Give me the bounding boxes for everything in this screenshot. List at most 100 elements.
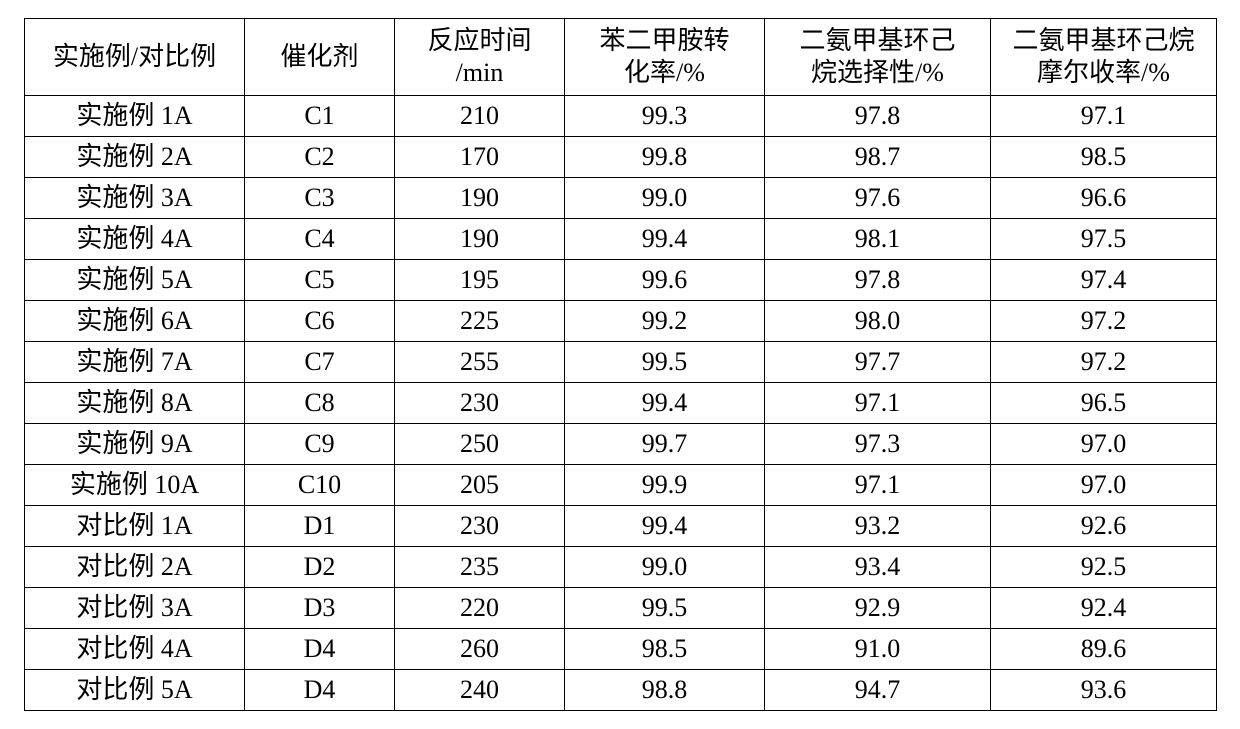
table-cell: 220: [395, 588, 565, 629]
table-cell: D4: [245, 629, 395, 670]
header-line2: /min: [401, 57, 558, 90]
table-cell: 97.3: [765, 424, 991, 465]
table-cell: 98.5: [565, 629, 765, 670]
table-row: 对比例 4AD426098.591.089.6: [25, 629, 1217, 670]
table-cell: 195: [395, 260, 565, 301]
table-row: 实施例 9AC925099.797.397.0: [25, 424, 1217, 465]
col-header-catalyst: 催化剂: [245, 19, 395, 96]
table-cell: 99.7: [565, 424, 765, 465]
table-cell: C1: [245, 96, 395, 137]
table-cell: 97.1: [765, 465, 991, 506]
table-cell: C10: [245, 465, 395, 506]
table-row: 实施例 5AC519599.697.897.4: [25, 260, 1217, 301]
table-cell: 对比例 5A: [25, 670, 245, 711]
table-cell: C9: [245, 424, 395, 465]
table-row: 实施例 6AC622599.298.097.2: [25, 301, 1217, 342]
table-cell: 实施例 6A: [25, 301, 245, 342]
table-cell: 实施例 3A: [25, 178, 245, 219]
table-cell: C7: [245, 342, 395, 383]
table-cell: 230: [395, 383, 565, 424]
col-header-yield: 二氨甲基环己烷 摩尔收率/%: [991, 19, 1217, 96]
header-line2: 烷选择性/%: [771, 57, 984, 90]
table-row: 对比例 3AD322099.592.992.4: [25, 588, 1217, 629]
table-cell: 实施例 5A: [25, 260, 245, 301]
table-cell: C2: [245, 137, 395, 178]
table-cell: 97.7: [765, 342, 991, 383]
table-cell: C6: [245, 301, 395, 342]
table-row: 实施例 3AC319099.097.696.6: [25, 178, 1217, 219]
table-cell: C5: [245, 260, 395, 301]
table-cell: 255: [395, 342, 565, 383]
header-line1: 反应时间: [401, 25, 558, 58]
table-cell: 99.5: [565, 588, 765, 629]
table-cell: 225: [395, 301, 565, 342]
header-line1: 实施例/对比例: [31, 41, 238, 74]
table-cell: 91.0: [765, 629, 991, 670]
table-cell: 实施例 1A: [25, 96, 245, 137]
table-cell: 99.3: [565, 96, 765, 137]
table-cell: 96.5: [991, 383, 1217, 424]
table-cell: 99.6: [565, 260, 765, 301]
table-cell: 93.2: [765, 506, 991, 547]
table-cell: 对比例 2A: [25, 547, 245, 588]
table-row: 实施例 10AC1020599.997.197.0: [25, 465, 1217, 506]
table-cell: 92.9: [765, 588, 991, 629]
table-cell: 实施例 4A: [25, 219, 245, 260]
table-cell: 98.1: [765, 219, 991, 260]
table-cell: 98.0: [765, 301, 991, 342]
table-cell: 97.1: [991, 96, 1217, 137]
table-cell: D3: [245, 588, 395, 629]
table-cell: 240: [395, 670, 565, 711]
table-cell: 99.5: [565, 342, 765, 383]
table-cell: 实施例 8A: [25, 383, 245, 424]
col-header-time: 反应时间 /min: [395, 19, 565, 96]
table-header: 实施例/对比例 催化剂 反应时间 /min 苯二甲胺转 化率/% 二氨甲基环己: [25, 19, 1217, 96]
table-cell: 97.8: [765, 96, 991, 137]
table-cell: 99.2: [565, 301, 765, 342]
table-cell: 99.4: [565, 219, 765, 260]
table-cell: 97.5: [991, 219, 1217, 260]
table-cell: 93.4: [765, 547, 991, 588]
table-cell: 92.6: [991, 506, 1217, 547]
table-cell: 260: [395, 629, 565, 670]
table-cell: 实施例 2A: [25, 137, 245, 178]
header-line1: 二氨甲基环己: [771, 25, 984, 58]
header-line2: 化率/%: [571, 57, 758, 90]
header-line2: 摩尔收率/%: [997, 57, 1210, 90]
header-line1: 催化剂: [251, 41, 388, 74]
table-cell: 230: [395, 506, 565, 547]
table-row: 实施例 2AC217099.898.798.5: [25, 137, 1217, 178]
table-cell: 99.9: [565, 465, 765, 506]
table-cell: 205: [395, 465, 565, 506]
table-cell: 97.2: [991, 342, 1217, 383]
table-cell: 99.0: [565, 547, 765, 588]
table-row: 对比例 2AD223599.093.492.5: [25, 547, 1217, 588]
table-cell: 实施例 9A: [25, 424, 245, 465]
table-cell: D2: [245, 547, 395, 588]
table-body: 实施例 1AC121099.397.897.1实施例 2AC217099.898…: [25, 96, 1217, 711]
table-cell: 97.4: [991, 260, 1217, 301]
table-cell: 对比例 4A: [25, 629, 245, 670]
table-row: 对比例 1AD123099.493.292.6: [25, 506, 1217, 547]
header-line1: 苯二甲胺转: [571, 25, 758, 58]
table-cell: 97.0: [991, 424, 1217, 465]
table-cell: 99.8: [565, 137, 765, 178]
table-cell: 97.2: [991, 301, 1217, 342]
table-cell: 99.0: [565, 178, 765, 219]
col-header-conversion: 苯二甲胺转 化率/%: [565, 19, 765, 96]
header-line1: 二氨甲基环己烷: [997, 25, 1210, 58]
table-cell: C8: [245, 383, 395, 424]
table-cell: 99.4: [565, 506, 765, 547]
table-cell: 97.6: [765, 178, 991, 219]
table-cell: 89.6: [991, 629, 1217, 670]
table-cell: 210: [395, 96, 565, 137]
table-cell: 190: [395, 219, 565, 260]
table-cell: 96.6: [991, 178, 1217, 219]
table-cell: 99.4: [565, 383, 765, 424]
table-cell: 98.8: [565, 670, 765, 711]
table-row: 对比例 5AD424098.894.793.6: [25, 670, 1217, 711]
table-cell: C4: [245, 219, 395, 260]
table-cell: 97.8: [765, 260, 991, 301]
table-cell: 97.0: [991, 465, 1217, 506]
table-cell: 94.7: [765, 670, 991, 711]
